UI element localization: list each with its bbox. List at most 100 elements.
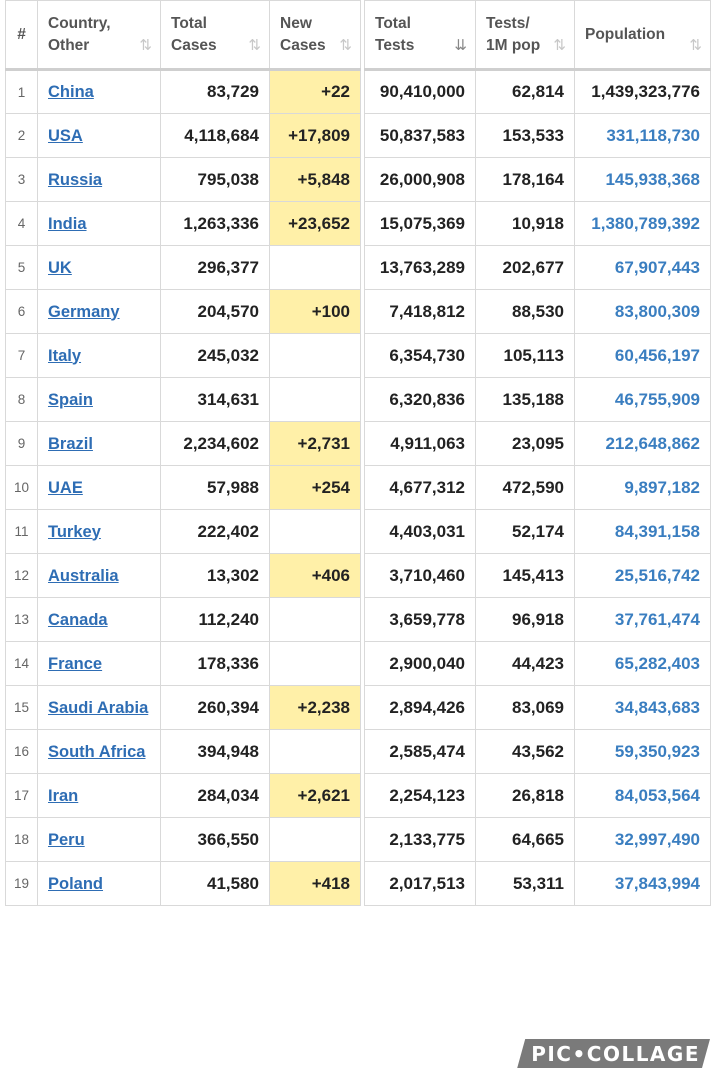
header-tests-line2: Tests	[375, 36, 415, 54]
row-index: 9	[5, 421, 38, 466]
row-index: 2	[5, 113, 38, 158]
table-row: 9 Brazil 2,234,602 +2,731	[5, 421, 361, 466]
sort-arrows-icon[interactable]: ⇅	[139, 37, 152, 54]
country-cell: India	[37, 201, 161, 246]
new-cases-cell: +2,621	[269, 773, 361, 818]
total-cases-cell: 394,948	[160, 729, 270, 774]
country-link[interactable]: Iran	[48, 786, 79, 805]
header-total-cases[interactable]: Total Cases ⇅	[160, 0, 270, 71]
country-link[interactable]: Peru	[48, 830, 85, 849]
new-cases-cell: +2,731	[269, 421, 361, 466]
country-cell: South Africa	[37, 729, 161, 774]
country-link[interactable]: South Africa	[48, 742, 146, 761]
total-tests-cell: 6,354,730	[364, 333, 476, 378]
header-tests-line1: Total	[375, 14, 411, 32]
table-row: 19 Poland 41,580 +418	[5, 861, 361, 906]
header-pop-line1: Population	[585, 25, 666, 43]
country-link[interactable]: UK	[48, 258, 72, 277]
tests-per-million-cell: 145,413	[475, 553, 575, 598]
header-new-cases[interactable]: New Cases ⇅	[269, 0, 361, 71]
header-total-tests[interactable]: Total Tests ⇊	[364, 0, 476, 71]
sort-arrows-icon[interactable]: ⇅	[339, 37, 352, 54]
sort-descending-icon[interactable]: ⇊	[454, 37, 467, 54]
row-index: 11	[5, 509, 38, 554]
country-link[interactable]: USA	[48, 126, 83, 145]
header-population[interactable]: Population ⇅	[574, 0, 711, 71]
country-cell: Italy	[37, 333, 161, 378]
row-index: 15	[5, 685, 38, 730]
country-link[interactable]: Canada	[48, 610, 108, 629]
tests-table: Total Tests ⇊ Tests/ 1M pop ⇅ Population…	[364, 0, 711, 906]
sort-arrows-icon[interactable]: ⇅	[553, 37, 566, 54]
new-cases-cell	[269, 245, 361, 290]
new-cases-cell: +406	[269, 553, 361, 598]
country-link[interactable]: Spain	[48, 390, 93, 409]
total-tests-cell: 4,403,031	[364, 509, 476, 554]
table-row: 8 Spain 314,631	[5, 377, 361, 422]
table-row: 4,677,312 472,590 9,897,182	[364, 465, 711, 510]
table-row: 4,403,031 52,174 84,391,158	[364, 509, 711, 554]
sort-arrows-icon[interactable]: ⇅	[248, 37, 261, 54]
new-cases-cell: +22	[269, 69, 361, 114]
total-tests-cell: 26,000,908	[364, 157, 476, 202]
header-country[interactable]: Country, Other ⇅	[37, 0, 161, 71]
tests-per-million-cell: 135,188	[475, 377, 575, 422]
total-cases-cell: 204,570	[160, 289, 270, 334]
table-row: 18 Peru 366,550	[5, 817, 361, 862]
country-link[interactable]: Russia	[48, 170, 103, 189]
country-link[interactable]: Turkey	[48, 522, 101, 541]
sort-arrows-icon[interactable]: ⇅	[689, 37, 702, 54]
country-link[interactable]: India	[48, 214, 87, 233]
total-cases-cell: 178,336	[160, 641, 270, 686]
row-index: 10	[5, 465, 38, 510]
total-cases-cell: 245,032	[160, 333, 270, 378]
population-cell: 145,938,368	[574, 157, 711, 202]
header-tests-per-million[interactable]: Tests/ 1M pop ⇅	[475, 0, 575, 71]
country-link[interactable]: Italy	[48, 346, 82, 365]
total-tests-cell: 2,900,040	[364, 641, 476, 686]
population-cell: 67,907,443	[574, 245, 711, 290]
country-cell: Australia	[37, 553, 161, 598]
row-index: 12	[5, 553, 38, 598]
country-link[interactable]: UAE	[48, 478, 83, 497]
population-cell: 32,997,490	[574, 817, 711, 862]
header-perm-line2: 1M pop	[486, 36, 541, 54]
country-link[interactable]: Brazil	[48, 434, 93, 453]
population-cell: 1,380,789,392	[574, 201, 711, 246]
country-cell: Turkey	[37, 509, 161, 554]
country-cell: USA	[37, 113, 161, 158]
country-cell: Canada	[37, 597, 161, 642]
table-row: 11 Turkey 222,402	[5, 509, 361, 554]
table-row: 4,911,063 23,095 212,648,862	[364, 421, 711, 466]
country-link[interactable]: France	[48, 654, 103, 673]
country-link[interactable]: Australia	[48, 566, 119, 585]
total-cases-cell: 4,118,684	[160, 113, 270, 158]
tests-table-header-row: Total Tests ⇊ Tests/ 1M pop ⇅ Population…	[364, 0, 711, 71]
header-perm-line1: Tests/	[486, 14, 530, 32]
row-index: 14	[5, 641, 38, 686]
table-row: 12 Australia 13,302 +406	[5, 553, 361, 598]
country-cell: Poland	[37, 861, 161, 906]
cases-table-header-row: # Country, Other ⇅ Total Cases ⇅ New Cas…	[5, 0, 361, 71]
country-link[interactable]: Saudi Arabia	[48, 698, 149, 717]
country-link[interactable]: China	[48, 83, 94, 101]
country-link[interactable]: Germany	[48, 302, 120, 321]
table-row: 50,837,583 153,533 331,118,730	[364, 113, 711, 158]
total-tests-cell: 15,075,369	[364, 201, 476, 246]
total-cases-cell: 284,034	[160, 773, 270, 818]
population-cell: 84,053,564	[574, 773, 711, 818]
total-tests-cell: 2,017,513	[364, 861, 476, 906]
tests-per-million-cell: 23,095	[475, 421, 575, 466]
country-link[interactable]: Poland	[48, 874, 104, 893]
table-row: 7 Italy 245,032	[5, 333, 361, 378]
table-row: 2,900,040 44,423 65,282,403	[364, 641, 711, 686]
population-cell: 60,456,197	[574, 333, 711, 378]
table-row: 10 UAE 57,988 +254	[5, 465, 361, 510]
new-cases-cell	[269, 729, 361, 774]
new-cases-cell: +23,652	[269, 201, 361, 246]
tests-per-million-cell: 83,069	[475, 685, 575, 730]
table-row: 6,354,730 105,113 60,456,197	[364, 333, 711, 378]
tests-per-million-cell: 26,818	[475, 773, 575, 818]
country-cell: Saudi Arabia	[37, 685, 161, 730]
country-cell: Spain	[37, 377, 161, 422]
